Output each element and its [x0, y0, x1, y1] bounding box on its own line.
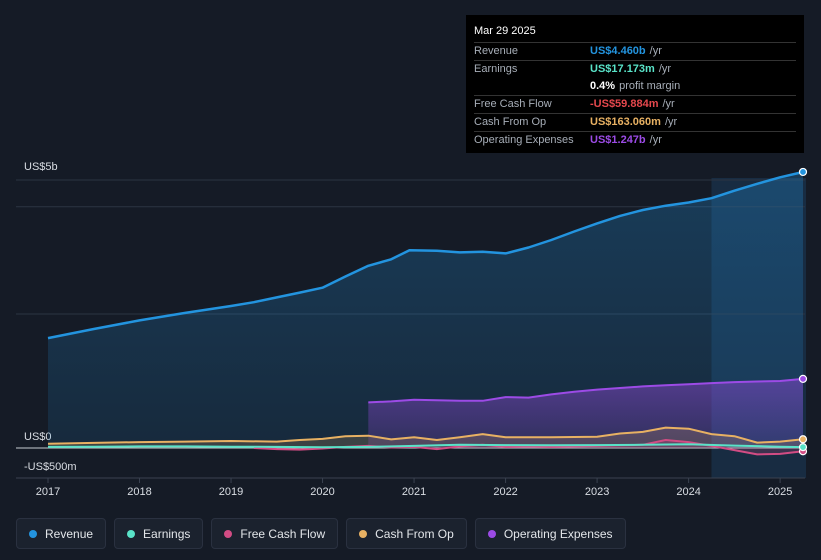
earnings-line — [47, 443, 804, 449]
operating-expenses-line — [368, 377, 804, 404]
tooltip-row: Revenue US$4.460b/yr — [474, 42, 796, 60]
legend-label: Free Cash Flow — [240, 526, 326, 541]
legend-label: Revenue — [45, 526, 94, 541]
dot-icon — [487, 529, 496, 538]
y-tick-label: -US$500m — [24, 461, 77, 473]
cash-from-op-line — [47, 426, 804, 445]
tooltip-row-label: Operating Expenses — [474, 134, 574, 146]
tooltip-row-label — [474, 78, 590, 95]
tooltip-row-label: Cash From Op — [474, 116, 547, 128]
dot-icon — [224, 529, 233, 538]
dot-icon — [127, 529, 136, 538]
dot-icon — [359, 529, 368, 538]
tooltip-row-label: Revenue — [474, 45, 519, 57]
tooltip-row-unit: /yr — [658, 63, 672, 75]
y-tick-label: US$0 — [24, 431, 52, 443]
legend-item-operating-expenses[interactable]: Operating Expenses — [474, 518, 626, 549]
legend-item-revenue[interactable]: Revenue — [16, 518, 107, 549]
cash-from-op-end-point — [798, 435, 808, 444]
legend-item-earnings[interactable]: Earnings — [114, 518, 204, 549]
x-tick-label: 2025 — [768, 486, 792, 498]
legend-item-cash-from-op[interactable]: Cash From Op — [346, 518, 467, 549]
y-tick-label: US$5b — [24, 161, 58, 173]
tooltip-row-unit: /yr — [649, 134, 662, 146]
earnings-end-point — [798, 442, 808, 452]
chart-legend: Revenue Earnings Free Cash Flow Cash From O… — [16, 518, 626, 549]
tooltip-row-value: -US$59.884m — [590, 98, 659, 110]
tooltip-row: Earnings US$17.173m/yr — [474, 60, 796, 78]
x-tick-label: 2018 — [127, 486, 151, 498]
tooltip-row-label: Free Cash Flow — [474, 98, 552, 110]
legend-label: Cash From Op — [375, 526, 454, 541]
tooltip-row: 0.4% profit margin — [474, 78, 796, 95]
tooltip-row-unit: /yr — [662, 98, 675, 110]
operating-expenses-end-point — [798, 374, 808, 383]
x-tick-label: 2022 — [493, 486, 517, 498]
cash-from-op-area — [48, 427, 803, 448]
tooltip-row: Free Cash Flow -US$59.884m/yr — [474, 95, 796, 113]
tooltip-row-value: US$4.460b — [590, 45, 646, 57]
tooltip-row-unit: profit margin — [619, 80, 681, 92]
legend-label: Operating Expenses — [503, 526, 613, 541]
tooltip-row-unit: /yr — [664, 116, 678, 128]
revenue-area — [48, 172, 803, 448]
tooltip-row-value: 0.4% — [590, 80, 616, 92]
tooltip-row-value: US$17.173m — [590, 63, 655, 75]
tooltip-row: Operating Expenses US$1.247b/yr — [474, 131, 796, 149]
x-tick-label: 2021 — [402, 486, 426, 498]
revenue-line — [47, 170, 804, 340]
x-tick-label: 2023 — [585, 486, 609, 498]
dot-icon — [29, 529, 37, 538]
tooltip-row-value: US$163.060m — [590, 116, 661, 128]
tooltip-date: Mar 29 2025 — [474, 25, 536, 37]
x-tick-label: 2020 — [310, 486, 334, 498]
tooltip-row-unit: /yr — [649, 45, 662, 57]
legend-label: Earnings — [143, 526, 191, 541]
x-tick-label: 2017 — [36, 486, 60, 498]
revenue-end-point — [798, 167, 808, 177]
tooltip-row: Cash From Op US$163.060m/yr — [474, 113, 796, 131]
legend-item-free-cash-flow[interactable]: Free Cash Flow — [211, 518, 339, 549]
x-tick-label: 2024 — [676, 486, 700, 498]
x-tick-label: 2019 — [219, 486, 243, 498]
tooltip-row-value: US$1.247b — [590, 134, 646, 146]
tooltip-row-label: Earnings — [474, 63, 518, 75]
chart-tooltip: Mar 29 2025 Revenue US$4.460b/yr Earnings U… — [466, 15, 804, 153]
